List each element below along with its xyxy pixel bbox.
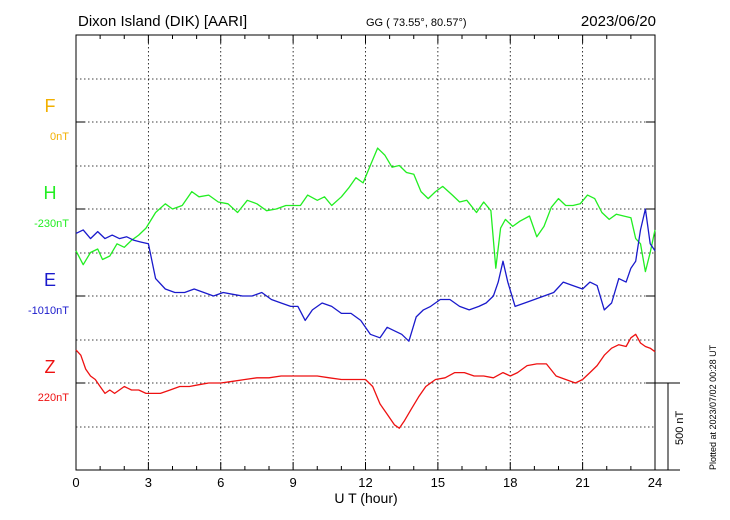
x-tick-label: 24 — [648, 475, 662, 490]
series-name-e: E — [44, 270, 56, 290]
series-baseline-f: 0nT — [50, 131, 69, 143]
plotted-note: Plotted at 2023/07/02 00:28 UT — [708, 344, 718, 470]
series-name-z: Z — [45, 357, 56, 377]
x-tick-label: 6 — [217, 475, 224, 490]
x-tick-label: 12 — [358, 475, 372, 490]
x-tick-label: 21 — [575, 475, 589, 490]
series-lines — [75, 147, 656, 429]
series-line-z — [75, 333, 656, 429]
series-line-e — [75, 208, 656, 342]
series-baseline-h: -230nT — [34, 218, 69, 230]
series-baseline-e: -1010nT — [28, 305, 69, 317]
chart-date: 2023/06/20 — [581, 13, 656, 30]
x-tick-label: 15 — [431, 475, 445, 490]
scale-bar-label: 500 nT — [674, 410, 686, 445]
x-tick-label: 9 — [290, 475, 297, 490]
x-tick-label: 3 — [145, 475, 152, 490]
chart-title: Dixon Island (DIK) [AARI] — [78, 13, 247, 30]
station-coords: GG ( 73.55°, 80.57°) — [366, 17, 467, 29]
grid-lines — [76, 35, 655, 470]
scale-bar: 500 nT — [655, 382, 686, 471]
series-baseline-z: 220nT — [38, 392, 69, 404]
x-tick-label: 18 — [503, 475, 517, 490]
x-axis-label: U T (hour) — [334, 490, 397, 506]
series-name-f: F — [45, 96, 56, 116]
series-labels: F 0nT H -230nT E -1010nT Z 220nT — [28, 96, 69, 404]
series-line-h — [75, 147, 656, 273]
x-tick-label: 0 — [72, 475, 79, 490]
series-name-h: H — [44, 183, 57, 203]
x-axis: 0 3 6 9 12 15 18 21 24 — [72, 35, 662, 490]
